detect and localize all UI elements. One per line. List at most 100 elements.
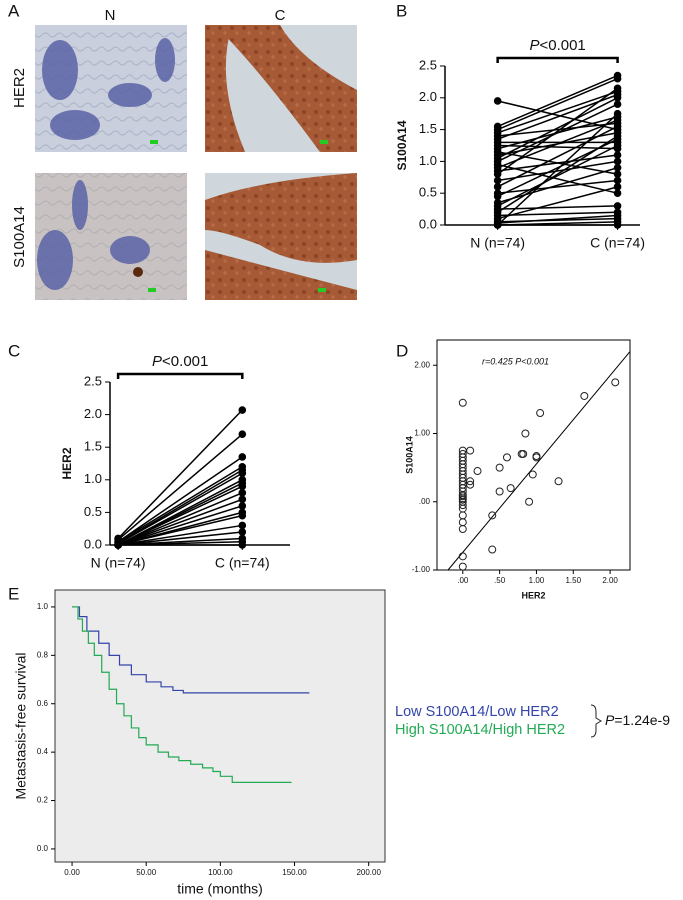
y-axis-label: HER2 (60, 447, 74, 479)
data-point (495, 487, 504, 496)
pair-line (497, 214, 618, 224)
data-point (613, 151, 622, 159)
pair-line (497, 78, 618, 131)
data-point (613, 132, 622, 140)
data-point (613, 122, 622, 131)
y-tick-label: 0.0 (37, 844, 49, 853)
x-tick-label: 100.00 (208, 868, 233, 877)
data-point (238, 521, 247, 530)
data-point (458, 525, 467, 534)
pair-line (497, 179, 618, 194)
data-point (458, 492, 467, 501)
y-tick-label: 0.4 (37, 747, 49, 756)
data-point (532, 452, 541, 461)
panel-label: A (8, 1, 20, 20)
annotation: r=0.425 P<0.001 (482, 356, 549, 366)
data-point (493, 97, 502, 105)
pair-line (497, 103, 618, 163)
y-tick-label: 1.5 (84, 439, 102, 454)
y-tick-label: 2.5 (419, 57, 437, 72)
panel-label: C (8, 341, 20, 360)
data-point (238, 489, 247, 497)
pair-line (497, 144, 618, 207)
y-tick-label: 1.0 (419, 153, 437, 168)
annotation: P<0.001 (152, 353, 208, 370)
y-tick-label: 1.00 (414, 429, 430, 438)
pair-line (497, 90, 618, 134)
y-tick-label: 0.0 (84, 536, 102, 551)
x-tick-label: 50.00 (136, 868, 157, 877)
x-tick-label: 1.50 (565, 576, 581, 585)
y-tick-label: .00 (419, 497, 431, 506)
data-point (238, 541, 247, 549)
y-axis-label: Metastasis-free survival (13, 652, 29, 799)
pair-line (117, 456, 243, 543)
panel-label: D (396, 341, 408, 360)
data-point (238, 482, 247, 491)
data-point (466, 480, 475, 489)
pair-line (117, 485, 243, 546)
x-axis-label: HER2 (521, 590, 545, 600)
tissue-structures (42, 38, 175, 140)
data-point (495, 463, 504, 472)
data-point (488, 511, 497, 520)
y-tick-label: 0.5 (84, 504, 102, 519)
y-tick-label: 0.6 (37, 699, 49, 708)
x-tick-label: 150.00 (282, 868, 307, 877)
pair-line (118, 531, 243, 546)
legend-label: Low S100A14/Low HER2 (395, 704, 559, 720)
pair-line (497, 205, 618, 210)
pair-line (117, 505, 243, 546)
data-point (613, 84, 622, 93)
data-point (613, 221, 622, 229)
x-tick-label: 1.00 (529, 576, 545, 585)
data-point (238, 528, 247, 536)
y-tick-label: 2.0 (419, 89, 437, 104)
pair-line (497, 74, 618, 128)
y-tick-label: 1.0 (84, 471, 102, 486)
plot-area (54, 589, 386, 863)
data-point (536, 409, 545, 418)
data-point (613, 74, 622, 83)
x-tick-label: C (n=74) (215, 555, 270, 571)
data-point (519, 449, 528, 458)
pair-line (497, 154, 618, 172)
legend-label: High S100A14/High HER2 (395, 722, 565, 738)
pair-line (117, 498, 243, 546)
panel-label: B (396, 1, 407, 20)
survival-curve (72, 606, 292, 783)
y-tick-label: 2.5 (84, 373, 102, 388)
y-tick-label: 0.5 (419, 185, 437, 200)
data-point (458, 501, 467, 510)
data-point (493, 176, 502, 185)
pair-line (117, 409, 243, 540)
data-point (466, 446, 475, 455)
data-point (613, 176, 622, 185)
row-label: S100A14 (11, 206, 28, 268)
data-point (488, 545, 497, 554)
pair-line (497, 97, 618, 159)
pair-line (497, 135, 618, 213)
data-point (613, 141, 622, 150)
data-point (493, 170, 502, 178)
data-point (238, 511, 247, 520)
pair-line (117, 472, 243, 545)
x-tick-label: 0.00 (64, 868, 80, 877)
data-point (238, 406, 247, 414)
pair-line (497, 211, 618, 217)
data-point (613, 211, 622, 220)
x-tick-label: 2.00 (602, 576, 618, 585)
data-point (611, 378, 620, 387)
pair-line (497, 125, 618, 188)
pair-line (497, 163, 618, 194)
data-point (502, 453, 511, 462)
data-point (613, 183, 622, 191)
data-point (613, 170, 622, 178)
pair-line (117, 469, 243, 544)
data-point (613, 109, 622, 118)
data-point (613, 116, 622, 124)
data-point (458, 398, 467, 407)
data-point (466, 477, 475, 486)
significance-bracket (116, 372, 244, 379)
y-tick-label: 2.00 (414, 360, 430, 369)
